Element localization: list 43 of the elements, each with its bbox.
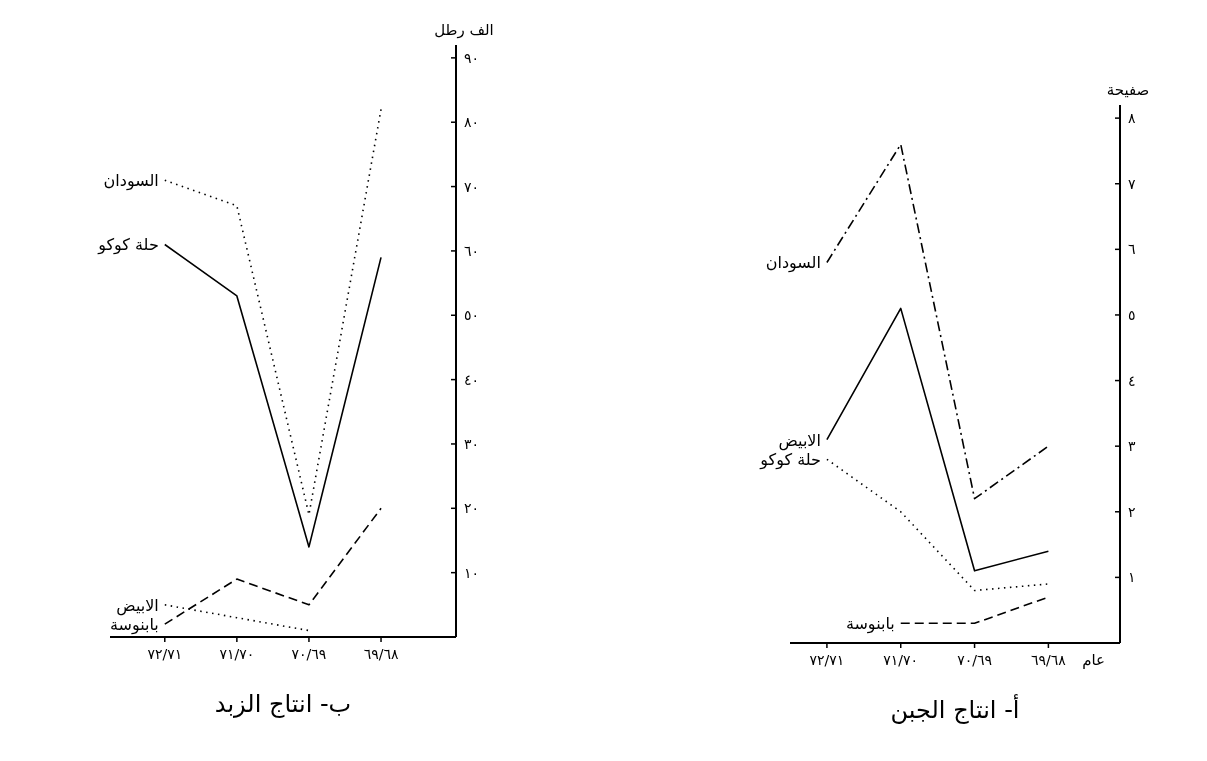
- x-tick-label: ٧٠/٦٩: [957, 652, 992, 668]
- x-tick-label: ٧١/٧٠: [219, 646, 255, 662]
- series-label: السودان: [765, 253, 821, 274]
- line-series: [826, 458, 1050, 592]
- line-series: [826, 143, 1050, 500]
- y-tick-label: ٩٠: [464, 49, 480, 66]
- y-tick-label: ٥٠: [464, 307, 480, 324]
- series-label: الابيض: [116, 595, 159, 616]
- y-tick-label: ٤: [1128, 372, 1136, 389]
- x-tick-label: ٧٢/٧١: [147, 646, 183, 662]
- series-label: بابنوسة: [845, 614, 895, 635]
- series-label: حلة كوكو: [97, 235, 159, 256]
- y-tick-label: ٢: [1128, 503, 1136, 520]
- x-tick-label: ٦٩/٦٨: [363, 646, 399, 662]
- y-tick-label: ٣٠: [464, 435, 480, 452]
- x-tick-label: ٦٩/٦٨: [1030, 652, 1067, 668]
- x-tick-label: ٧١/٧٠: [883, 652, 919, 668]
- y-tick-label: ١٠: [464, 564, 480, 581]
- line-series: [163, 243, 382, 548]
- y-tick-label: ٧٠: [464, 178, 480, 195]
- y-tick-label: ٤٠: [464, 371, 480, 388]
- y-tick-label: ٦: [1128, 241, 1136, 258]
- x-tick-label: ٧٠/٦٩: [291, 646, 327, 662]
- x-tick-label: ٧٢/٧١: [809, 652, 845, 668]
- y-tick-label: ١: [1128, 569, 1136, 586]
- y-tick-label: ٨٠: [464, 114, 480, 131]
- y-tick-label: ٢٠: [464, 500, 480, 517]
- y-axis-title: صفيحة: [1106, 81, 1150, 99]
- series-label: السودان: [103, 171, 159, 192]
- y-tick-label: ٨: [1128, 110, 1136, 127]
- series-label: بابنوسة: [109, 615, 159, 636]
- y-tick-label: ٥: [1128, 306, 1136, 323]
- series-label: حلة كوكو: [759, 450, 821, 471]
- y-tick-label: ٦٠: [464, 242, 480, 259]
- y-tick-label: ٣: [1128, 438, 1136, 455]
- series-label: الابيض: [778, 430, 821, 451]
- line-series: [826, 307, 1050, 572]
- y-tick-label: ٧: [1128, 175, 1136, 192]
- x-axis-title: عام: [1082, 651, 1106, 669]
- text: ب- انتاج الزبد: [214, 690, 352, 718]
- line-series: [163, 108, 382, 516]
- y-axis-title: الف رطل: [434, 21, 494, 39]
- text: أ- انتاج الجبن: [890, 694, 1020, 724]
